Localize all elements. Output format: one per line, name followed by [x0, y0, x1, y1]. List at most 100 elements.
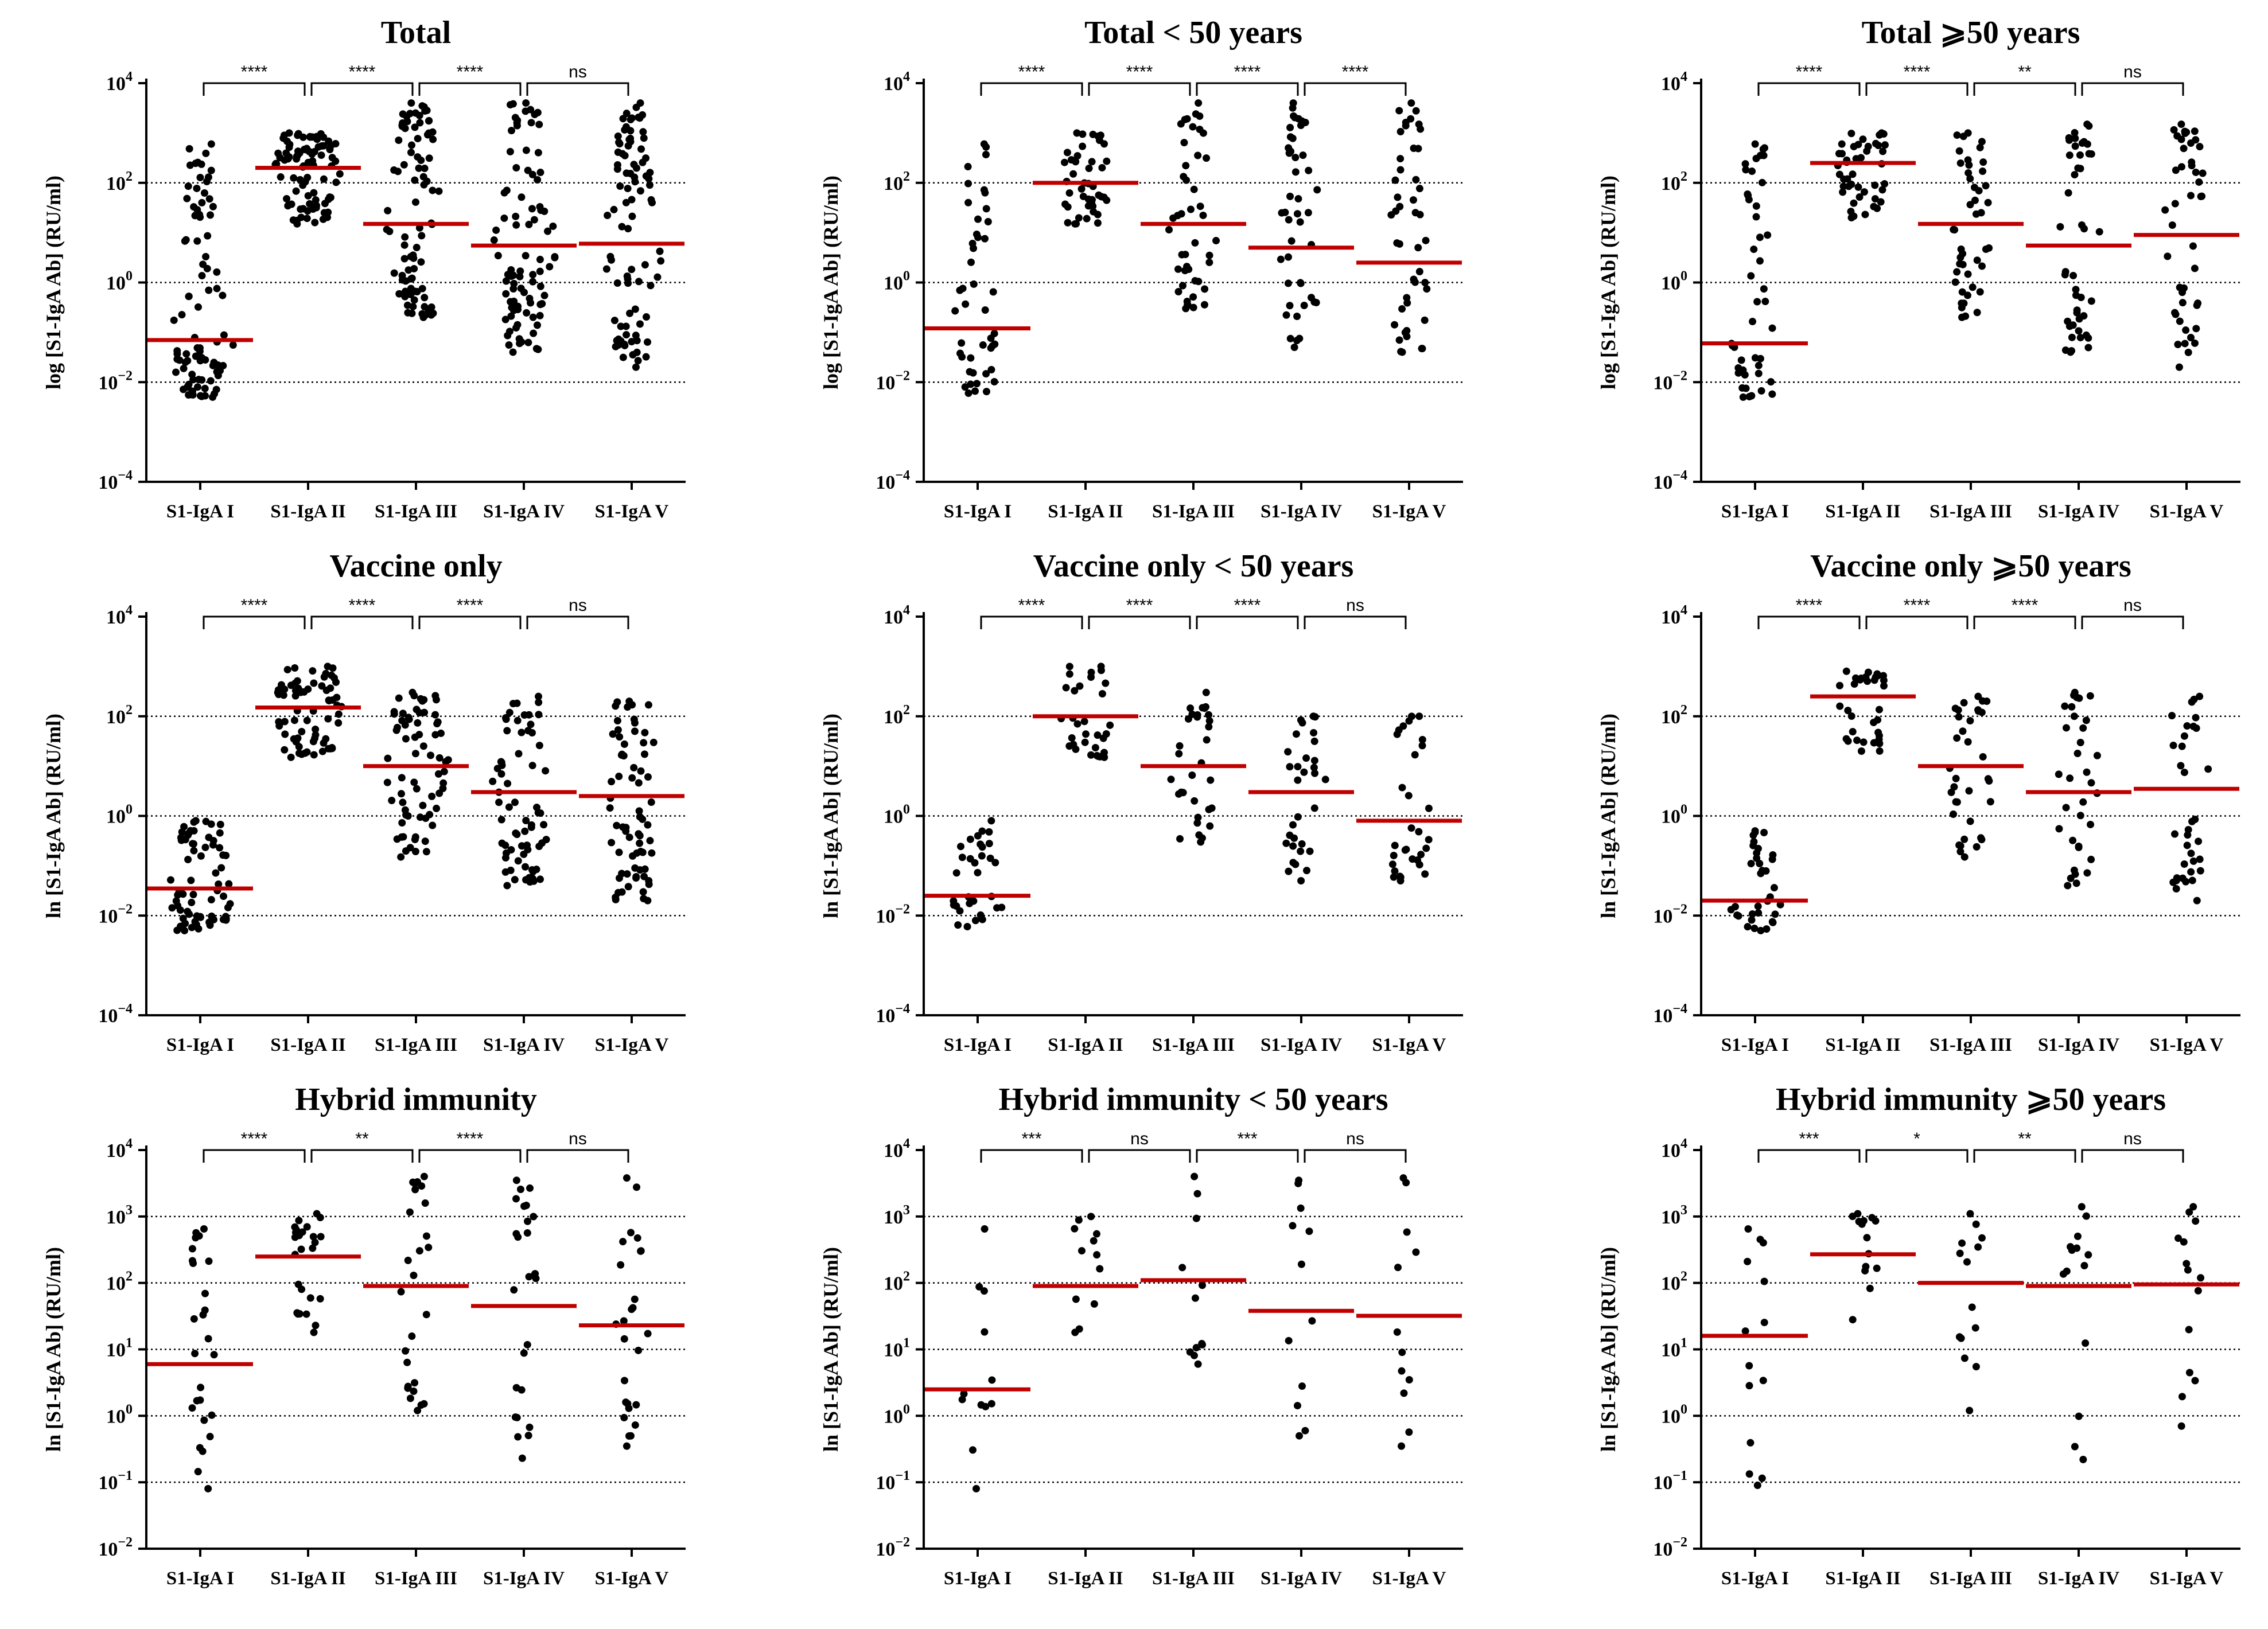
data-point	[400, 161, 408, 169]
data-point	[518, 1454, 526, 1462]
data-point	[512, 1384, 520, 1392]
data-point	[1098, 163, 1106, 172]
data-point	[964, 180, 972, 188]
data-point	[1760, 828, 1768, 836]
x-tick-label: S1-IgA IV	[483, 501, 565, 522]
data-point	[429, 309, 437, 317]
data-point	[1174, 265, 1182, 273]
data-point	[2187, 333, 2195, 341]
data-point	[1956, 848, 1964, 856]
data-point	[2073, 693, 2081, 702]
data-point	[1863, 147, 1871, 155]
data-point	[2184, 348, 2192, 356]
x-tick-label: S1-IgA V	[2150, 1568, 2224, 1589]
data-point	[644, 1330, 652, 1338]
data-point	[1065, 662, 1073, 671]
data-point	[425, 117, 433, 125]
data-point	[2187, 139, 2195, 147]
data-point	[2082, 716, 2090, 724]
data-point	[1953, 798, 1961, 806]
data-point	[209, 837, 217, 845]
data-point	[426, 751, 434, 759]
data-point	[1768, 324, 1776, 332]
data-point	[2197, 1274, 2205, 1282]
x-tick-label: S1-IgA III	[1152, 1568, 1235, 1589]
data-point	[1776, 901, 1784, 909]
data-point	[2192, 168, 2200, 176]
data-point	[528, 205, 536, 213]
data-point	[190, 818, 198, 826]
data-point	[1193, 819, 1201, 827]
data-point	[1080, 718, 1088, 726]
data-point	[417, 258, 425, 266]
data-point	[981, 1328, 989, 1336]
data-point	[2087, 820, 2095, 828]
data-point	[514, 857, 522, 865]
y-tick-label: 10−2	[876, 1535, 910, 1560]
data-point	[303, 716, 311, 724]
data-point	[624, 275, 632, 283]
data-point	[536, 311, 544, 319]
data-point	[512, 1195, 520, 1203]
data-point	[2169, 878, 2177, 886]
x-tick-label: S1-IgA II	[1048, 501, 1123, 522]
data-point	[1402, 1179, 1410, 1187]
data-point	[614, 726, 622, 734]
data-point	[1302, 754, 1310, 762]
data-point	[1169, 214, 1177, 222]
data-point	[1771, 910, 1779, 918]
data-point	[210, 1351, 218, 1359]
data-point	[310, 679, 318, 687]
data-point	[1284, 253, 1292, 261]
significance-label: **	[355, 1129, 369, 1148]
x-tick-label: S1-IgA IV	[2038, 1035, 2119, 1055]
data-point	[410, 692, 418, 700]
y-axis-label: ln [S1-IgA Ab] (RU/ml)	[1597, 714, 1620, 918]
data-point	[184, 383, 192, 391]
data-point	[2161, 206, 2169, 214]
data-point	[2195, 837, 2203, 845]
data-point	[1398, 1367, 1406, 1375]
y-tick-label: 10−2	[1653, 368, 1687, 393]
data-point	[618, 150, 627, 158]
data-point	[522, 99, 530, 107]
data-point	[979, 341, 987, 349]
data-point	[309, 1233, 317, 1241]
data-point	[287, 753, 295, 761]
data-point	[1294, 776, 1302, 784]
data-point	[407, 99, 415, 107]
data-point	[1205, 258, 1213, 266]
data-point	[2196, 867, 2204, 875]
data-point	[1955, 147, 1963, 155]
data-point	[538, 839, 546, 847]
x-tick-label: S1-IgA I	[166, 1568, 234, 1589]
data-point	[631, 727, 639, 735]
data-point	[1951, 278, 1959, 286]
data-point	[316, 1214, 324, 1222]
data-point	[2082, 1212, 2090, 1220]
data-point	[512, 324, 520, 332]
data-point	[303, 215, 311, 223]
data-point	[514, 1433, 522, 1441]
data-point	[1835, 150, 1843, 158]
data-point	[423, 107, 431, 115]
data-point	[540, 291, 548, 299]
data-point	[1962, 312, 1970, 320]
data-point	[1398, 1349, 1406, 1357]
data-point	[1416, 211, 1424, 219]
y-tick-label: 104	[884, 1136, 910, 1162]
data-point	[212, 385, 220, 393]
data-point	[2059, 1270, 2067, 1278]
x-tick-label: S1-IgA III	[1152, 501, 1235, 522]
data-point	[974, 215, 982, 223]
significance-label: ****	[1018, 596, 1045, 615]
data-point	[1879, 147, 1887, 155]
data-point	[1760, 1319, 1768, 1327]
data-point	[2082, 331, 2090, 339]
data-point	[1741, 160, 1749, 168]
significance-label: ****	[1904, 596, 1931, 615]
significance-bracket	[1973, 1149, 2076, 1163]
data-point	[637, 848, 645, 856]
data-point	[324, 213, 332, 221]
data-point	[1089, 130, 1097, 138]
